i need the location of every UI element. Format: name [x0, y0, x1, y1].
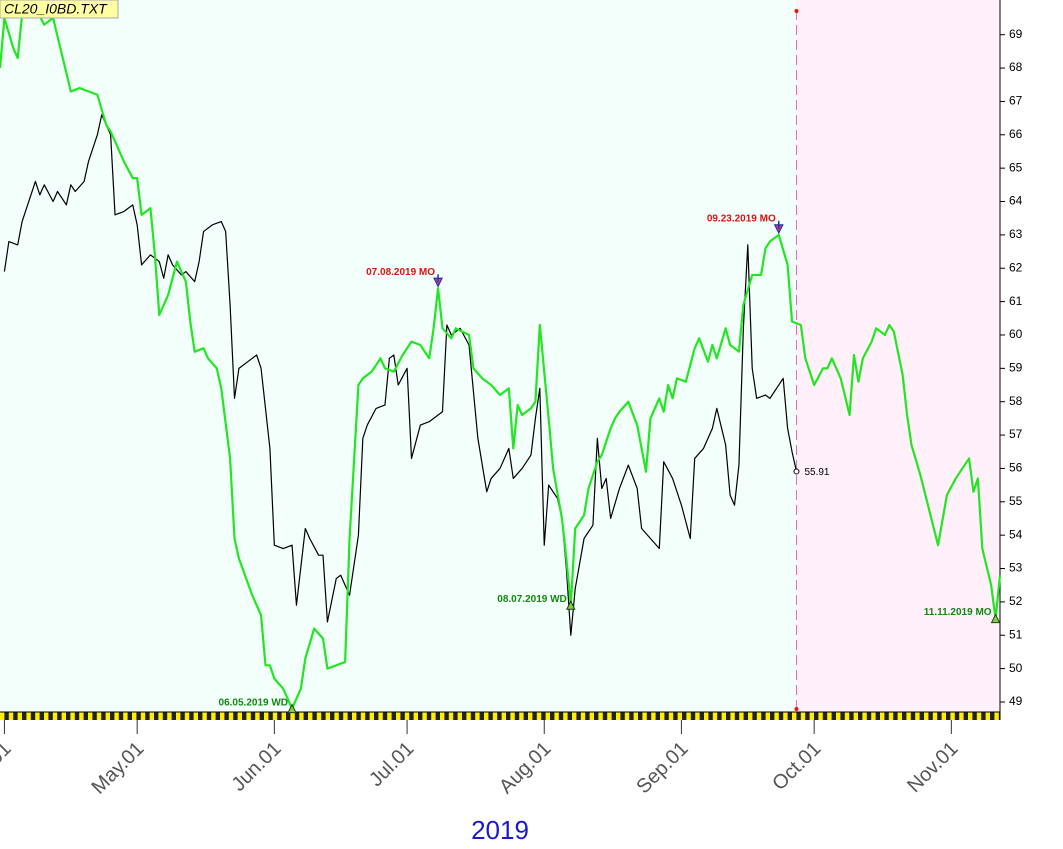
y-tick-label: 67: [1009, 94, 1023, 108]
y-tick-label: 56: [1009, 461, 1023, 475]
x-tick-label: Oct.01: [768, 738, 825, 795]
day-ticks-band: [0, 712, 1000, 720]
y-tick-label: 57: [1009, 427, 1023, 441]
y-tick-label: 61: [1009, 294, 1023, 308]
annotation: 08.07.2019 WD: [497, 594, 567, 605]
x-tick-label: Jul.01: [365, 738, 418, 791]
annotation: 11.11.2019 MO: [924, 607, 992, 618]
trough-marker: [287, 703, 297, 714]
y-tick-label: 64: [1009, 194, 1023, 208]
title-box: [0, 0, 119, 19]
last-point: [793, 468, 800, 475]
x-tick-label: Sep.01: [632, 738, 692, 798]
trough-marker: [565, 600, 576, 610]
x-tick-label: Apr.01: [0, 738, 16, 794]
y-tick-label: 69: [1009, 27, 1023, 41]
y-tick-label: 53: [1009, 561, 1023, 575]
y-tick-label: 58: [1009, 394, 1023, 408]
past-region: [0, 0, 797, 712]
y-tick-label: 55: [1009, 494, 1023, 508]
last-value-label: 55.91: [804, 467, 829, 478]
chart-title: CL20_I0BD.TXT: [4, 1, 108, 17]
y-tick-label: 54: [1009, 527, 1023, 541]
y-tick-label: 66: [1009, 127, 1023, 141]
y-tick-label: 49: [1009, 694, 1023, 708]
y-tick-label: 59: [1009, 361, 1023, 375]
annotation: 07.08.2019 MO: [366, 267, 435, 278]
annotation: 06.05.2019 WD: [219, 697, 289, 708]
annotation: 09.23.2019 MO: [707, 214, 776, 225]
y-tick-label: 52: [1009, 594, 1023, 608]
y-tick-label: 62: [1009, 260, 1023, 274]
x-tick-label: May.01: [88, 738, 149, 799]
trough-marker: [990, 613, 1001, 624]
x-tick-label: Jun.01: [228, 738, 286, 796]
series-line: [3, 114, 798, 636]
y-tick-label: 63: [1009, 227, 1023, 241]
y-tick-label: 68: [1009, 60, 1023, 74]
series-line: [0, 6, 1002, 710]
y-tick-label: 60: [1009, 327, 1023, 341]
divider-dot: [794, 9, 799, 13]
y-tick-label: 51: [1009, 627, 1023, 641]
x-tick-label: Nov.01: [903, 738, 962, 797]
y-tick-label: 50: [1009, 661, 1023, 675]
x-tick-label: Aug.01: [495, 738, 555, 798]
divider-dot: [794, 707, 799, 711]
x-axis-label: 2019: [471, 815, 529, 845]
y-tick-label: 65: [1009, 160, 1023, 174]
